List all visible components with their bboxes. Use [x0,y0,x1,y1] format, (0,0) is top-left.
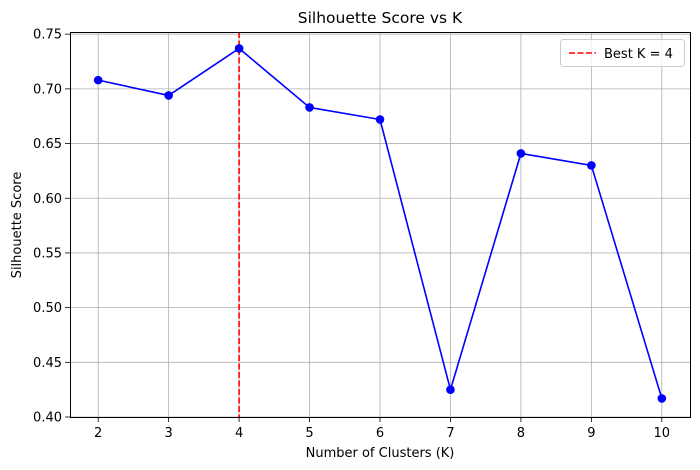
y-tick-label: 0.45 [33,356,62,371]
plot-frame [70,32,691,418]
data-point [305,103,314,112]
legend: Best K = 4 [560,39,685,67]
data-point [93,75,103,85]
y-tick-label: 0.60 [33,192,62,207]
x-tick-label: 9 [587,426,595,441]
x-tick-label: 5 [305,426,313,441]
y-axis-label: Silhouette Score [10,172,25,279]
y-tick-label: 0.65 [33,137,62,152]
data-point [164,91,173,100]
data-point [446,385,455,394]
data-point [375,115,385,124]
data-point [234,44,244,53]
x-tick-label: 8 [517,426,525,441]
series-layer [93,44,667,403]
x-tick-label: 7 [446,426,454,441]
chart-title: Silhouette Score vs K [298,9,463,27]
x-axis-ticks: 2 3 4 5 6 7 8 9 10 [94,417,670,441]
data-point [516,149,526,158]
y-tick-label: 0.50 [33,301,62,316]
x-tick-label: 2 [94,426,102,441]
legend-label-best-k: Best K = 4 [604,47,673,62]
x-axis-label: Number of Clusters (K) [306,446,455,461]
x-tick-label: 10 [654,426,671,441]
x-tick-label: 4 [235,426,243,441]
data-point [587,161,596,170]
y-tick-label: 0.75 [33,28,62,43]
y-tick-label: 0.40 [33,411,62,426]
y-axis-ticks: 0.40 0.45 0.50 0.55 0.60 0.65 0.70 0.75 [33,28,70,426]
y-tick-label: 0.55 [33,246,62,261]
data-point [657,394,667,403]
grid-lines [70,32,690,418]
y-tick-label: 0.70 [33,82,62,97]
x-tick-label: 3 [164,426,172,441]
legend-box [560,39,685,67]
x-tick-label: 6 [376,426,384,441]
